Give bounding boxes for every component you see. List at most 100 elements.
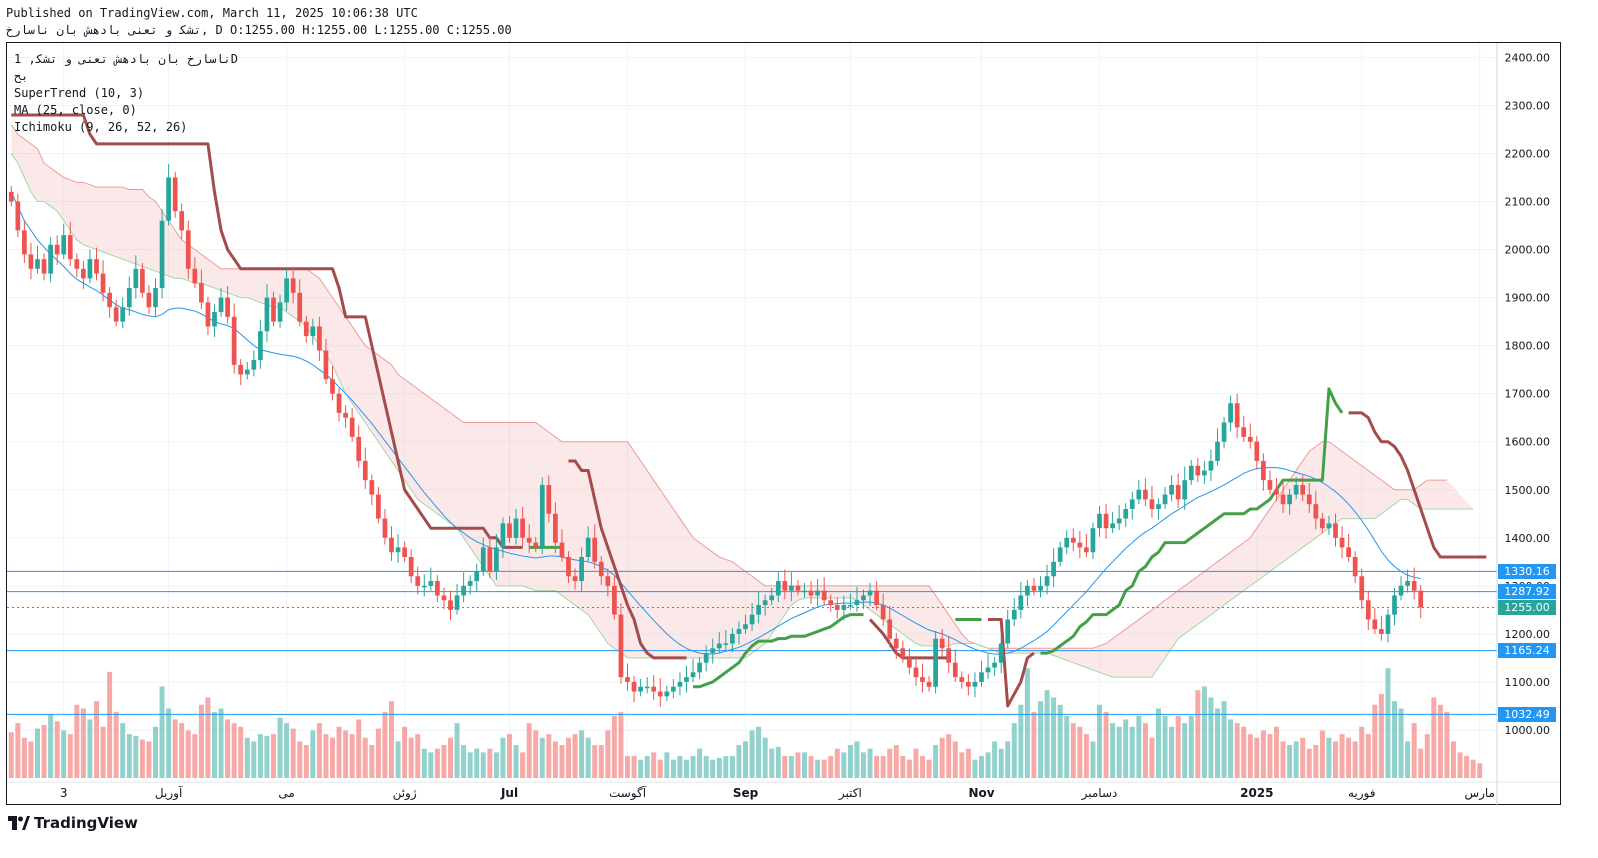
candle-body [133,268,139,288]
volume-bar [808,756,814,778]
x-tick-label: آوریل [155,785,183,801]
candle-body [933,638,938,687]
candle-body [887,619,893,639]
candle-body [913,667,919,678]
candle-body [1221,422,1227,442]
candle-body [539,484,545,548]
volume-bar [1464,756,1470,778]
volume-bar [1103,712,1109,778]
candle-body [87,259,93,279]
candle-body [159,220,165,288]
volume-bar [1372,704,1378,778]
y-tick-label: 1800.00 [1505,340,1551,353]
candle-body [1162,494,1168,505]
volume-bar [1457,752,1463,778]
candle-body [500,523,506,548]
volume-bar [1254,737,1260,778]
legend-ichimoku[interactable]: Ichimoku (9, 26, 52, 26) [14,120,188,134]
volume-bar [1385,668,1391,778]
candle-body [677,681,683,687]
volume-bar [559,745,565,778]
candle-body [100,273,106,293]
candle-body [907,657,912,668]
volume-bar [198,704,204,778]
price-tag-1032.49: 1032.49 [1498,706,1556,722]
volume-bar [107,671,113,778]
price-tag-1287.92: 1287.92 [1498,584,1556,600]
candle-body [1234,403,1240,428]
candle-body [1149,499,1155,509]
y-tick-label: 1400.00 [1505,532,1551,545]
candle-body [454,595,460,610]
ma-line [10,191,1421,655]
x-tick-label: Sep [733,786,759,800]
candle-body [526,537,532,543]
volume-bar [952,741,958,778]
volume-bar [1437,704,1443,778]
volume-bar [421,748,427,778]
candle-body [1090,528,1096,553]
candle-body [225,297,230,317]
volume-bar [1352,741,1358,778]
candle-body [553,513,558,543]
candle-body [54,244,60,255]
volume-bar [1470,759,1476,778]
volume-bar [893,745,899,778]
candle-body [795,585,801,591]
volume-bar [120,723,126,778]
candle-body [559,542,565,558]
candle-body [323,350,329,380]
volume-bar [670,759,676,778]
volume-bar [644,756,650,778]
volume-bar [35,728,40,778]
volume-bar [605,730,611,778]
candle-body [448,600,453,610]
volume-bar [303,745,309,778]
y-tick-label: 1700.00 [1505,388,1551,401]
volume-bar [664,752,670,778]
volume-bar [566,737,571,778]
candle-body [730,633,735,644]
volume-bar [992,741,998,778]
volume-bar [454,723,460,778]
volume-bar [690,756,696,778]
candle-body [428,581,434,586]
volume-bar [402,726,408,778]
candle-body [920,677,925,682]
legend-title: ﻧﺎﺳﺎرخ ﺑﺎن ﺑﺎدﻫﺶ ﺗﻌﻨﯽ و ﺗﺸﮑ, 1D [14,52,238,66]
volume-bar [1057,704,1063,778]
candle-body [1156,504,1161,509]
volume-bar [1424,734,1430,778]
candle-body [992,662,997,668]
volume-bar [1346,737,1352,778]
ohlc-values: O:1255.00 H:1255.00 L:1255.00 C:1255.00 [230,23,512,37]
candle-body [376,494,381,519]
candle-body [1005,619,1011,644]
legend-ma[interactable]: MA (25, close, 0) [14,103,137,117]
y-tick-label: 1100.00 [1505,676,1551,689]
volume-bar [369,745,375,778]
candle-body [841,605,847,610]
candle-body [1267,480,1273,490]
volume-bar [795,752,801,778]
candle-body [697,662,702,673]
candle-body [297,292,303,322]
volume-bar [946,734,952,778]
price-tag-1255.00: 1255.00 [1498,599,1556,615]
volume-bar [336,726,342,778]
volume-bar [736,745,742,778]
legend-supertrend[interactable]: SuperTrend (10, 3) [14,86,145,100]
candle-body [507,523,512,538]
volume-bar [520,752,526,778]
volume-bar [480,752,486,778]
chart-frame[interactable] [6,42,1561,805]
candle-body [605,576,611,586]
candle-body [926,681,932,687]
candle-body [566,557,571,577]
volume-bar [552,741,558,778]
candle-body [330,379,335,394]
candle-body [1129,499,1135,509]
tradingview-logo[interactable]: TradingView [8,814,138,832]
candle-body [185,230,191,269]
